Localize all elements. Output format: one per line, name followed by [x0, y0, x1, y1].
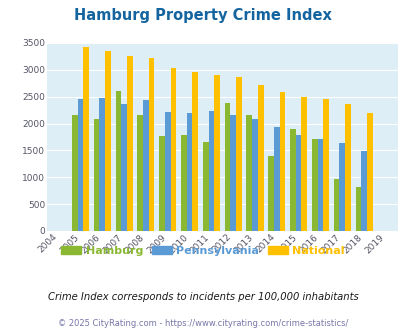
- Bar: [235, 77, 241, 231]
- Bar: [355, 187, 360, 231]
- Bar: [94, 119, 99, 231]
- Bar: [295, 135, 301, 231]
- Bar: [208, 111, 214, 231]
- Bar: [257, 85, 263, 231]
- Bar: [317, 139, 322, 231]
- Bar: [344, 104, 350, 231]
- Bar: [164, 112, 170, 231]
- Bar: [148, 58, 154, 231]
- Bar: [202, 142, 208, 231]
- Bar: [246, 115, 252, 231]
- Bar: [99, 98, 105, 231]
- Legend: Hamburg, Pennsylvania, National: Hamburg, Pennsylvania, National: [56, 241, 349, 260]
- Bar: [77, 99, 83, 231]
- Bar: [72, 115, 77, 231]
- Bar: [290, 129, 295, 231]
- Bar: [115, 91, 121, 231]
- Bar: [214, 75, 220, 231]
- Text: Crime Index corresponds to incidents per 100,000 inhabitants: Crime Index corresponds to incidents per…: [47, 292, 358, 302]
- Bar: [143, 100, 148, 231]
- Bar: [224, 103, 230, 231]
- Bar: [366, 113, 372, 231]
- Bar: [159, 136, 164, 231]
- Bar: [339, 144, 344, 231]
- Bar: [105, 51, 111, 231]
- Bar: [121, 104, 127, 231]
- Bar: [230, 115, 235, 231]
- Bar: [360, 151, 366, 231]
- Bar: [322, 99, 328, 231]
- Bar: [127, 56, 132, 231]
- Bar: [273, 127, 279, 231]
- Text: Hamburg Property Crime Index: Hamburg Property Crime Index: [74, 8, 331, 23]
- Bar: [333, 179, 339, 231]
- Bar: [137, 115, 143, 231]
- Text: © 2025 CityRating.com - https://www.cityrating.com/crime-statistics/: © 2025 CityRating.com - https://www.city…: [58, 319, 347, 328]
- Bar: [279, 92, 285, 231]
- Bar: [186, 113, 192, 231]
- Bar: [83, 47, 89, 231]
- Bar: [181, 135, 186, 231]
- Bar: [311, 139, 317, 231]
- Bar: [170, 68, 176, 231]
- Bar: [268, 156, 273, 231]
- Bar: [301, 97, 306, 231]
- Bar: [192, 73, 198, 231]
- Bar: [252, 119, 257, 231]
